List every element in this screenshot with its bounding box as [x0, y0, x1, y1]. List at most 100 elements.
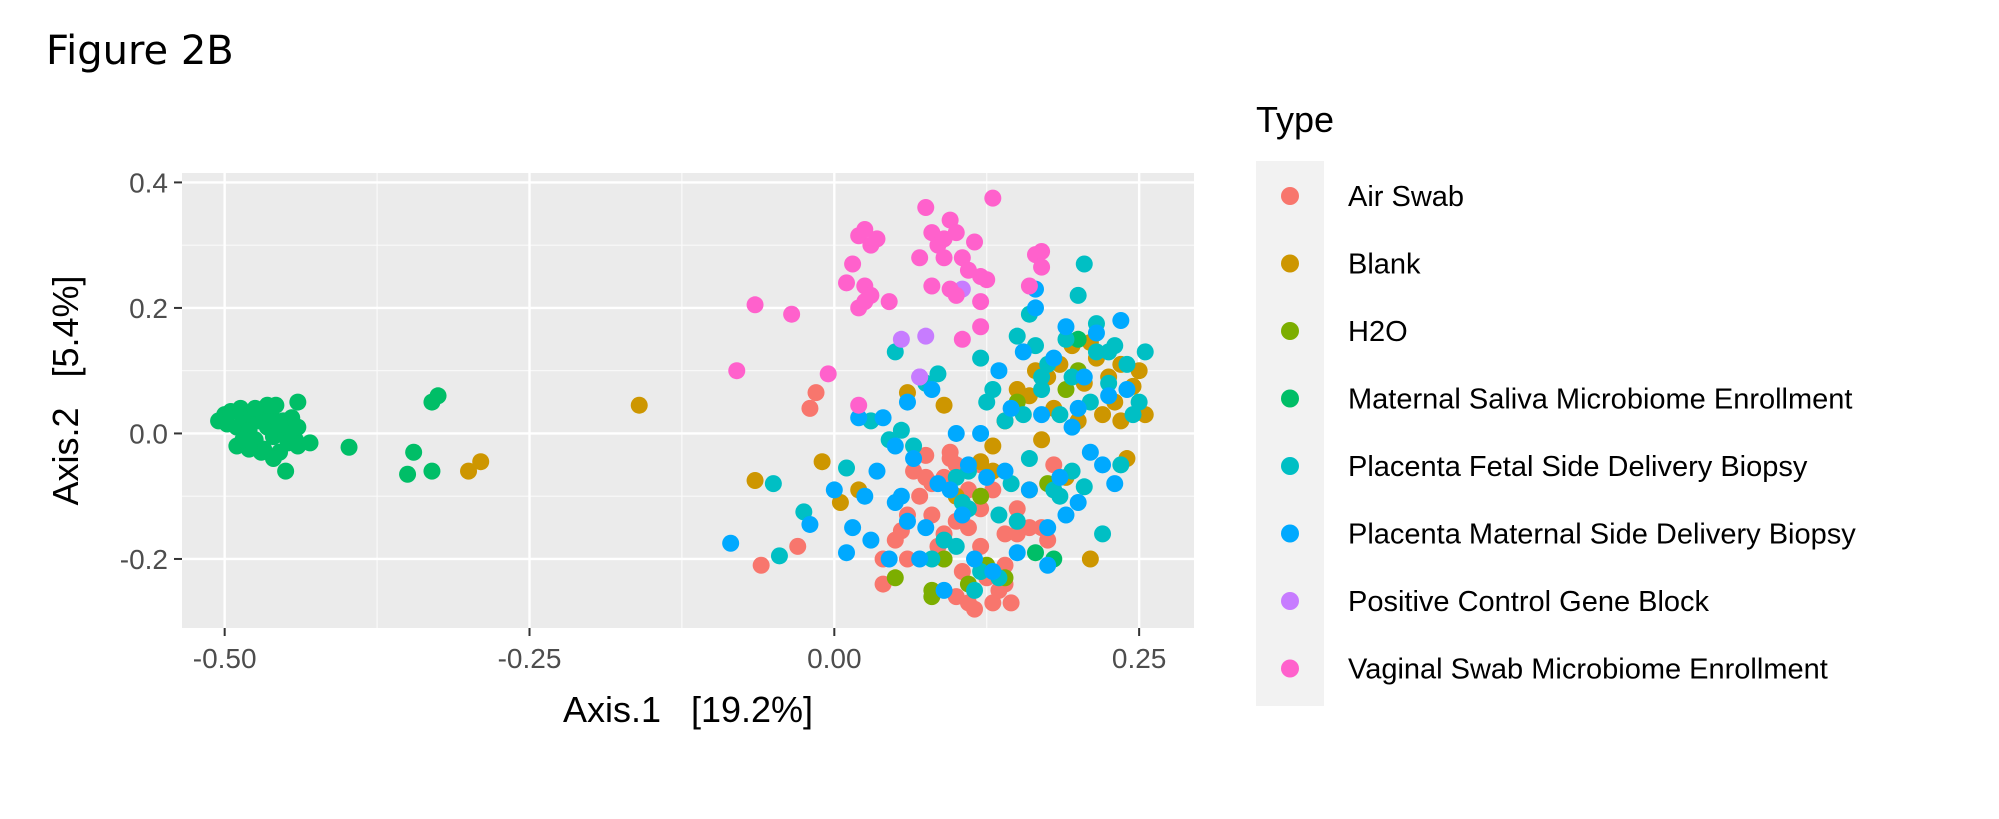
data-point: [1045, 349, 1063, 367]
data-point: [966, 233, 984, 251]
data-point: [868, 230, 886, 248]
legend: Type Air Swab Blank H2O Maternal Saliva Mic…: [1256, 99, 1856, 706]
x-axis-title: Axis.1 [19.2%]: [563, 689, 813, 730]
data-point: [880, 550, 898, 568]
data-point: [1020, 450, 1038, 468]
data-point: [1033, 431, 1051, 449]
data-point: [990, 506, 1008, 524]
data-point: [972, 487, 990, 505]
data-point: [1057, 318, 1075, 336]
data-point: [923, 581, 941, 599]
data-point: [1087, 324, 1105, 342]
data-point: [923, 381, 941, 399]
data-point: [722, 534, 740, 552]
data-point: [1039, 531, 1057, 549]
data-point: [1063, 368, 1081, 386]
data-point: [953, 330, 971, 348]
data-point: [984, 381, 1002, 399]
data-point: [856, 220, 874, 238]
data-point: [1124, 406, 1142, 424]
data-point: [911, 487, 929, 505]
data-point: [984, 437, 1002, 455]
data-point: [1112, 311, 1130, 329]
data-point: [1051, 468, 1069, 486]
data-point: [289, 418, 307, 436]
data-point: [941, 211, 959, 229]
data-point: [905, 437, 923, 455]
x-tick-label: -0.50: [193, 643, 257, 674]
data-point: [1008, 544, 1026, 562]
data-point: [911, 550, 929, 568]
data-point: [746, 472, 764, 490]
data-point: [1051, 487, 1069, 505]
legend-label: Placenta Maternal Side Delivery Biopsy: [1348, 519, 1856, 551]
data-point: [1002, 399, 1020, 417]
data-point: [898, 393, 916, 411]
y-tick-label: 0.2: [129, 293, 168, 324]
data-point: [472, 453, 490, 471]
data-point: [1002, 594, 1020, 612]
legend-label: Maternal Saliva Microbiome Enrollment: [1348, 384, 1852, 416]
data-point: [947, 224, 965, 242]
data-point: [874, 409, 892, 427]
data-point: [301, 434, 319, 452]
data-point: [959, 456, 977, 474]
data-point: [868, 462, 886, 480]
legend-key: [1281, 592, 1299, 610]
data-point: [972, 563, 990, 581]
data-point: [984, 594, 1002, 612]
data-point: [972, 424, 990, 442]
data-point: [1094, 406, 1112, 424]
data-point: [1087, 343, 1105, 361]
data-point: [862, 531, 880, 549]
data-point: [911, 249, 929, 267]
data-point: [1069, 330, 1087, 348]
data-point: [1075, 478, 1093, 496]
data-point: [972, 500, 990, 518]
x-tick-label: -0.25: [498, 643, 562, 674]
data-point: [947, 537, 965, 555]
data-point: [996, 462, 1014, 480]
data-point: [1026, 544, 1044, 562]
data-point: [886, 493, 904, 511]
data-point: [1081, 443, 1099, 461]
data-point: [1094, 525, 1112, 543]
legend-key: [1281, 322, 1299, 340]
data-point: [880, 293, 898, 311]
data-point: [886, 569, 904, 587]
data-point: [807, 384, 825, 402]
data-point: [886, 437, 904, 455]
data-point: [935, 396, 953, 414]
data-point: [905, 450, 923, 468]
legend-key: [1281, 659, 1299, 678]
data-point: [911, 368, 929, 386]
data-point: [941, 481, 959, 499]
data-point: [246, 399, 264, 417]
data-point: [746, 296, 764, 314]
data-point: [1045, 456, 1063, 474]
data-point: [966, 581, 984, 599]
data-point: [1008, 327, 1026, 345]
legend-key: [1281, 524, 1299, 543]
data-point: [1033, 258, 1051, 276]
data-point: [234, 431, 252, 449]
legend-label: Placenta Fetal Side Delivery Biopsy: [1348, 451, 1808, 483]
data-point: [978, 393, 996, 411]
data-points: [210, 189, 1154, 618]
data-point: [1063, 418, 1081, 436]
data-point: [1039, 519, 1057, 537]
data-point: [935, 249, 953, 267]
data-point: [801, 399, 819, 417]
data-point: [838, 274, 856, 292]
data-point: [1069, 493, 1087, 511]
data-point: [923, 277, 941, 295]
legend-title: Type: [1256, 99, 1334, 140]
data-point: [764, 475, 782, 493]
data-point: [1094, 456, 1112, 474]
data-point: [1057, 330, 1075, 348]
data-point: [947, 424, 965, 442]
data-point: [923, 550, 941, 568]
data-point: [340, 438, 358, 456]
data-point: [972, 537, 990, 555]
legend-label: H2O: [1348, 316, 1408, 348]
